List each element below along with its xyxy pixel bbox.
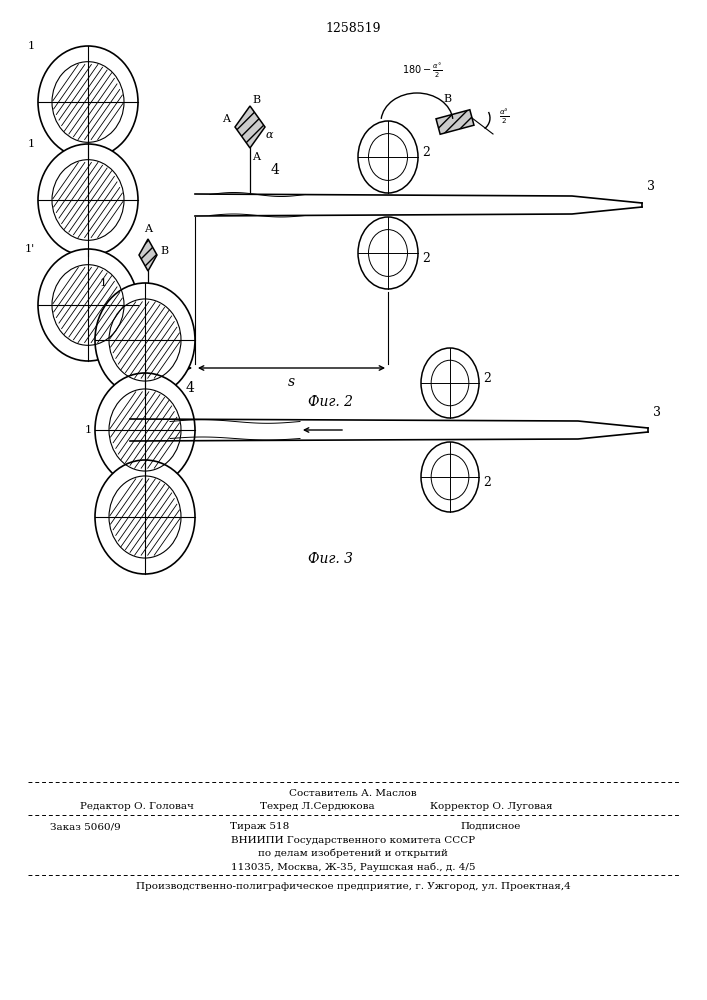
Text: A: A: [252, 152, 260, 162]
Text: 1: 1: [85, 425, 92, 435]
Text: $\frac{\alpha°}{2}$: $\frac{\alpha°}{2}$: [499, 108, 510, 126]
Text: Тираж 518: Тираж 518: [230, 822, 290, 831]
Ellipse shape: [358, 121, 418, 193]
Text: A: A: [222, 114, 230, 124]
Text: $180-\frac{\alpha°}{2}$: $180-\frac{\alpha°}{2}$: [402, 62, 443, 80]
Text: Подписное: Подписное: [460, 822, 520, 831]
Text: 3: 3: [653, 406, 661, 418]
Text: B: B: [252, 95, 260, 105]
Ellipse shape: [38, 249, 138, 361]
Text: B: B: [443, 94, 451, 104]
Text: 1: 1: [100, 278, 107, 288]
Text: 1': 1': [25, 244, 35, 254]
Text: Корректор О. Луговая: Корректор О. Луговая: [430, 802, 553, 811]
Ellipse shape: [38, 46, 138, 158]
Text: 2: 2: [483, 371, 491, 384]
Text: 1: 1: [28, 41, 35, 51]
Text: по делам изобретений и открытий: по делам изобретений и открытий: [258, 849, 448, 858]
Text: B: B: [160, 246, 168, 256]
Text: Составитель А. Маслов: Составитель А. Маслов: [289, 789, 417, 798]
Text: 4: 4: [271, 163, 279, 177]
Ellipse shape: [38, 144, 138, 256]
Text: Заказ 5060/9: Заказ 5060/9: [50, 822, 121, 831]
Text: Фиг. 2: Фиг. 2: [308, 395, 353, 409]
Text: ВНИИПИ Государственного комитета СССР: ВНИИПИ Государственного комитета СССР: [231, 836, 475, 845]
Text: 2: 2: [422, 251, 430, 264]
Text: 2: 2: [483, 476, 491, 488]
Polygon shape: [139, 239, 157, 271]
Text: α: α: [266, 130, 274, 140]
Text: Производственно-полиграфическое предприятие, г. Ужгород, ул. Проектная,4: Производственно-полиграфическое предприя…: [136, 882, 571, 891]
Ellipse shape: [95, 283, 195, 397]
Ellipse shape: [421, 348, 479, 418]
Text: 3: 3: [647, 180, 655, 194]
Text: 113035, Москва, Ж-35, Раушская наб., д. 4/5: 113035, Москва, Ж-35, Раушская наб., д. …: [230, 862, 475, 871]
Ellipse shape: [421, 442, 479, 512]
Text: Фиг. 3: Фиг. 3: [308, 552, 353, 566]
Text: 2: 2: [422, 145, 430, 158]
Polygon shape: [235, 106, 265, 148]
Text: 4: 4: [185, 381, 194, 395]
Text: l: l: [164, 375, 169, 389]
Text: A: A: [144, 224, 152, 234]
Text: s: s: [288, 375, 295, 389]
Ellipse shape: [358, 217, 418, 289]
Text: 1: 1: [28, 139, 35, 149]
Ellipse shape: [95, 460, 195, 574]
Text: Редактор О. Головач: Редактор О. Головач: [80, 802, 194, 811]
Text: 1258519: 1258519: [325, 22, 381, 35]
Polygon shape: [436, 110, 474, 134]
Ellipse shape: [95, 373, 195, 487]
Text: Техред Л.Сердюкова: Техред Л.Сердюкова: [260, 802, 375, 811]
